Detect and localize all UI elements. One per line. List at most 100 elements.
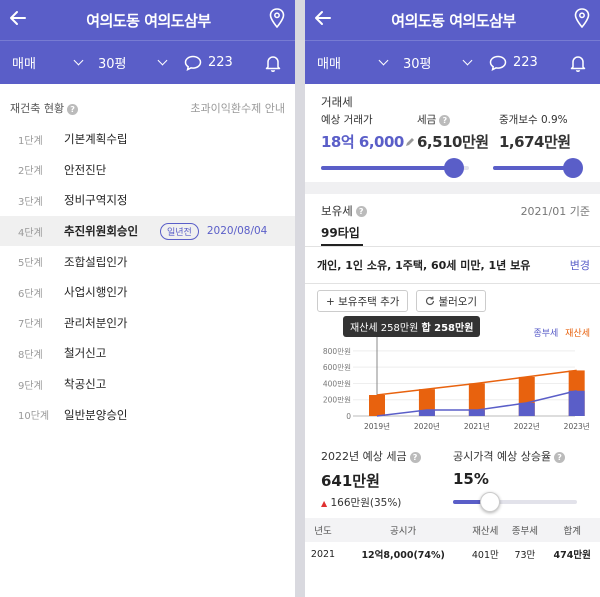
- owner-condition: 개인, 1인 소유, 1주택, 60세 미만, 1년 보유 변경: [305, 247, 600, 283]
- pencil-icon[interactable]: [405, 137, 415, 147]
- stage-name: 관리처분인가: [64, 315, 128, 330]
- load-button[interactable]: 불러오기: [416, 290, 487, 312]
- help-icon[interactable]: ?: [439, 114, 451, 126]
- back-arrow-icon[interactable]: [8, 8, 28, 32]
- deal-type-select[interactable]: 매매: [305, 53, 395, 72]
- comment-count: 223: [513, 55, 538, 70]
- stage-row: 8단계 철거신고: [0, 338, 295, 369]
- bar-comprehensive-tax: [418, 410, 435, 416]
- page-title: 여의도동 여의도삼부: [86, 11, 211, 30]
- stage-name: 사업시행인가: [64, 285, 128, 300]
- size-select[interactable]: 30평: [90, 53, 174, 72]
- holding-tax-date: 2021/01 기준: [520, 205, 590, 218]
- bar-comprehensive-tax: [518, 402, 535, 416]
- tax-sliders: [305, 152, 600, 182]
- notification-button[interactable]: [570, 54, 600, 72]
- header: 여의도동 여의도삼부 매매 30평 223: [0, 0, 295, 84]
- deal-type-label: 매매: [317, 57, 341, 72]
- comment-icon: [184, 55, 202, 71]
- notification-button[interactable]: [265, 54, 295, 72]
- deal-type-label: 매매: [12, 57, 36, 72]
- cell-property-tax: 401만: [471, 550, 499, 561]
- bar-property-tax: [369, 395, 385, 416]
- summary-label: 2022년 예상 세금: [321, 450, 407, 463]
- cell-comprehensive-tax: 73만: [514, 550, 536, 561]
- expected-price-label: 예상 거래가: [321, 114, 373, 126]
- x-tick-label: 2021년: [464, 421, 490, 431]
- rebuild-status-header: 재건축 현황? 초과이익환수제 안내: [0, 84, 295, 120]
- col-year: 년도: [305, 518, 342, 542]
- size-select[interactable]: 30평: [395, 53, 479, 72]
- elapsed-badge: 일년전: [160, 222, 199, 240]
- condition-text: 개인, 1인 소유, 1주택, 60세 미만, 1년 보유: [317, 259, 531, 272]
- location-pin-icon[interactable]: [269, 8, 285, 32]
- x-tick-label: 2019년: [364, 421, 390, 431]
- x-tick-label: 2020년: [414, 421, 440, 431]
- holding-tax-title: 보유세: [321, 204, 353, 218]
- y-tick-label: 600만원: [323, 363, 351, 372]
- tab-type[interactable]: 99타입: [305, 220, 600, 246]
- help-icon[interactable]: ?: [554, 451, 566, 463]
- y-tick-label: 0: [346, 412, 351, 421]
- stage-name: 정비구역지정: [64, 193, 128, 208]
- stage-level: 9단계: [18, 380, 43, 392]
- stage-name: 조합설립인가: [64, 254, 128, 269]
- stage-level: 7단계: [18, 319, 43, 331]
- transaction-tax-labels: 예상 거래가 세금? 중개보수 0.9%: [305, 112, 600, 127]
- change-condition-link[interactable]: 변경: [569, 259, 590, 272]
- stage-name: 추진위원회승인: [64, 224, 139, 239]
- help-icon[interactable]: ?: [409, 451, 421, 463]
- y-tick-label: 800만원: [323, 347, 351, 356]
- comment-icon: [489, 55, 507, 71]
- help-icon[interactable]: ?: [67, 103, 79, 115]
- broker-fee-slider-handle[interactable]: [562, 158, 583, 178]
- rate-slider-handle[interactable]: [480, 492, 501, 512]
- header: 여의도동 여의도삼부 매매 30평 223: [305, 0, 600, 84]
- refresh-icon: [426, 296, 435, 306]
- comment-button[interactable]: 223: [479, 55, 570, 71]
- back-arrow-icon[interactable]: [313, 8, 333, 32]
- holding-tax-header: 보유세? 2021/01 기준: [305, 194, 600, 220]
- expected-price-value[interactable]: 18억 6,000: [321, 131, 417, 152]
- chart-legend: 종부세 재산세: [533, 326, 590, 339]
- holding-actions: + 보유주택 추가 불러오기: [305, 284, 600, 316]
- broker-fee-slider[interactable]: [493, 158, 583, 178]
- increase-icon: ▲: [321, 499, 328, 508]
- rate-slider[interactable]: [453, 492, 577, 512]
- stage-name: 안전진단: [64, 162, 107, 177]
- stage-name: 착공신고: [64, 377, 107, 392]
- comment-count: 223: [208, 55, 233, 70]
- y-tick-label: 400만원: [323, 379, 351, 388]
- location-pin-icon[interactable]: [574, 8, 590, 32]
- bar-comprehensive-tax: [568, 390, 585, 416]
- y-tick-label: 200만원: [323, 396, 351, 405]
- stage-date: 2020/08/04: [206, 225, 268, 238]
- add-house-label: + 보유주택 추가: [326, 295, 400, 308]
- line-comprehensive-tax: [376, 390, 577, 417]
- stage-level: 1단계: [18, 135, 43, 147]
- bell-icon: [570, 55, 586, 72]
- stage-row: 10단계 일반분양승인: [0, 399, 295, 430]
- expected-price-text: 18억 6,000: [321, 133, 404, 151]
- cell-price: 12억8,000(74%): [361, 550, 445, 561]
- help-icon[interactable]: ?: [355, 206, 367, 217]
- excess-profit-link[interactable]: 초과이익환수제 안내: [190, 102, 285, 115]
- stage-name: 일반분양승인: [64, 407, 128, 422]
- load-label: 불러오기: [438, 295, 478, 308]
- price-slider-handle[interactable]: [444, 158, 465, 178]
- price-slider[interactable]: [321, 158, 469, 178]
- chevron-down-icon: [378, 55, 389, 66]
- transaction-tax-values: 18억 6,000 6,510만원 1,674만원: [305, 127, 600, 152]
- col-total: 합계: [544, 518, 600, 542]
- deal-type-select[interactable]: 매매: [0, 53, 90, 72]
- tax-summary: 2022년 예상 세금? 641만원 ▲ 166만원(35%) 공시가격 예상 …: [305, 438, 600, 518]
- add-house-button[interactable]: + 보유주택 추가: [317, 290, 409, 312]
- size-label: 30평: [98, 57, 127, 72]
- comment-button[interactable]: 223: [174, 55, 265, 71]
- stage-name: 기본계획수립: [64, 132, 128, 147]
- broker-fee-value: 1,674만원: [499, 133, 571, 151]
- stage-row: 3단계 정비구역지정: [0, 185, 295, 216]
- stage-row: 6단계 사업시행인가: [0, 277, 295, 308]
- summary-value: 641만원: [321, 472, 380, 490]
- stage-level: 5단계: [18, 258, 43, 270]
